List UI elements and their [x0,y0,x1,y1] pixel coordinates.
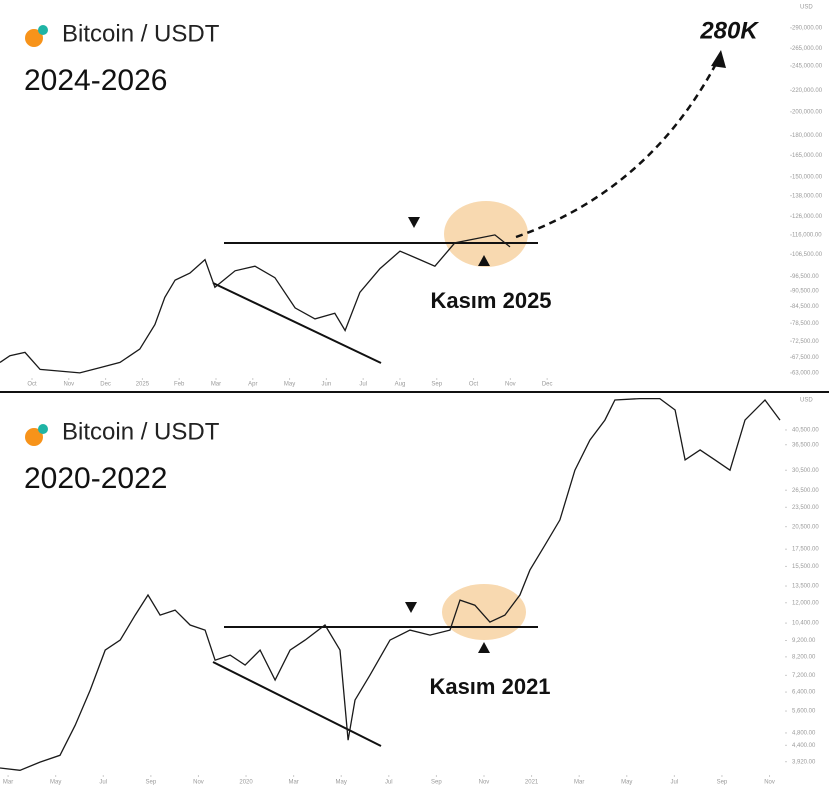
y-tick-label: 13,500.00 [792,584,819,590]
x-tick-label: Mar [574,780,584,786]
x-tick-label: Nov [764,780,775,786]
marker-up [478,642,490,653]
y-tick-label: 30,500.00 [792,468,819,474]
marker-down [405,602,417,613]
y-tick-label: 84,500.00 [792,304,819,310]
y-tick-label: 7,200.00 [792,673,816,679]
title: Bitcoin / USDT [62,418,220,445]
marker-down [408,217,420,228]
x-tick-label: Jul [671,780,679,786]
y-tick-label: 126,000.00 [792,214,823,220]
y-tick-label: 180,000.00 [792,133,823,139]
x-tick-label: Nov [505,382,516,388]
y-tick-label: 5,600.00 [792,709,816,715]
target-label: 280K [699,17,759,44]
currency: USD [800,398,813,404]
trend-line [212,661,382,747]
y-tick-label: 4,400.00 [792,743,816,749]
price-line [0,234,511,374]
x-tick-label: May [621,780,632,786]
logo [25,25,48,47]
y-tick-label: 90,500.00 [792,289,819,295]
y-tick-label: 26,500.00 [792,488,819,494]
annotation: Kasım 2021 [429,674,550,699]
y-tick-label: 63,000.00 [792,370,819,376]
y-tick-label: 17,500.00 [792,547,819,553]
y-tick-label: 106,500.00 [792,252,823,258]
x-tick-label: May [50,780,61,786]
y-tick-label: 116,000.00 [792,233,822,239]
subtitle: 2020-2022 [24,462,167,495]
annotation: Kasım 2025 [430,288,551,313]
y-tick-label: 8,200.00 [792,654,816,660]
x-tick-label: May [284,382,295,388]
y-tick-label: 245,000.00 [792,64,823,70]
y-tick-label: 10,400.00 [792,621,819,627]
x-tick-label: Sep [146,780,157,786]
x-tick-label: Sep [431,382,442,388]
x-tick-label: 2020 [239,780,253,786]
x-tick-label: Dec [100,382,111,388]
x-tick-label: Mar [3,780,13,786]
x-tick-label: Mar [211,382,221,388]
y-tick-label: 265,000.00 [792,46,823,52]
x-tick-label: Feb [174,382,185,388]
marker-up [478,255,490,266]
x-tick-label: Aug [395,382,406,388]
x-tick-label: Jul [385,780,393,786]
y-tick-label: 150,000.00 [792,174,823,180]
x-tick-label: Mar [288,780,298,786]
x-tick-label: May [336,780,347,786]
y-tick-label: 96,500.00 [792,274,819,280]
arrow-head [711,50,726,68]
y-tick-label: 9,200.00 [792,638,816,644]
x-tick-label: Jun [322,382,332,388]
subtitle: 2024-2026 [24,64,167,97]
currency: USD [800,5,813,11]
x-tick-label: Sep [717,780,728,786]
y-tick-label: 15,500.00 [792,564,819,570]
trend-line [212,282,382,364]
y-tick-label: 40,500.00 [792,428,819,434]
y-tick-label: 78,500.00 [792,321,819,327]
y-tick-label: 20,500.00 [792,524,819,530]
y-tick-label: 4,800.00 [792,731,816,737]
y-tick-label: 138,000.00 [792,193,823,199]
x-tick-label: Apr [248,382,257,388]
y-tick-label: 23,500.00 [792,505,819,511]
y-tick-label: 12,000.00 [792,600,819,606]
x-tick-label: Oct [469,382,479,388]
y-tick-label: 72,500.00 [792,339,819,345]
y-tick-label: 67,500.00 [792,355,819,361]
x-tick-label: Dec [542,382,553,388]
title: Bitcoin / USDT [62,20,220,47]
highlight [444,201,528,267]
x-tick-label: Nov [63,382,74,388]
x-tick-label: Sep [431,780,442,786]
x-tick-label: 2021 [525,780,539,786]
x-tick-label: Jul [359,382,367,388]
highlight [442,584,526,640]
x-tick-label: Nov [479,780,490,786]
projection-arrow [515,59,720,239]
y-tick-label: 36,500.00 [792,442,819,448]
logo [25,424,48,446]
x-tick-label: Nov [193,780,204,786]
x-tick-label: Oct [27,382,37,388]
y-tick-label: 220,000.00 [792,88,823,94]
y-tick-label: 6,400.00 [792,690,816,696]
y-tick-label: 200,000.00 [792,109,823,115]
price-line [0,397,781,771]
y-tick-label: 290,000.00 [792,25,823,31]
x-tick-label: 2025 [136,382,150,388]
x-tick-label: Jul [99,780,107,786]
y-tick-label: 165,000.00 [792,153,823,159]
y-tick-label: 3,920.00 [792,759,816,765]
